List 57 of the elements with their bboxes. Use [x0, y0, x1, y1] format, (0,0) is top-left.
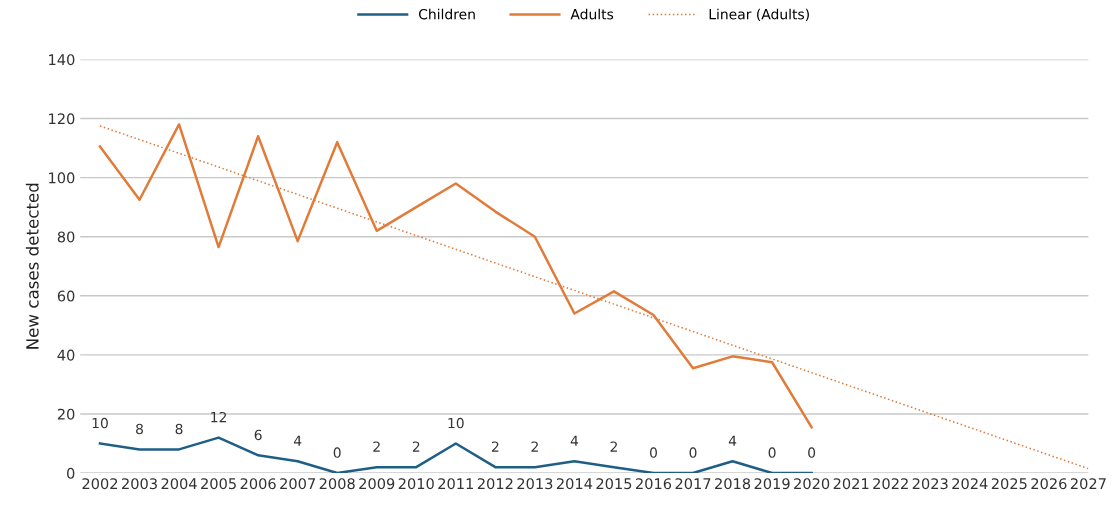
x-tick-label: 2022 — [873, 478, 908, 490]
x-tick-label: 2003 — [122, 478, 157, 490]
x-tick-label: 2006 — [240, 478, 276, 490]
x-tick-label: 2021 — [833, 478, 869, 490]
data-label: 8 — [175, 423, 183, 435]
data-label: 4 — [728, 435, 737, 446]
legend-label: Linear (Adults) — [709, 8, 809, 22]
y-tick-label: 80 — [57, 231, 75, 243]
x-tick-label: 2011 — [438, 478, 474, 490]
x-tick-label: 2013 — [517, 478, 553, 490]
y-tick-label: 0 — [67, 467, 75, 479]
legend-label: Adults — [570, 8, 614, 20]
y-tick-label: 140 — [49, 54, 75, 66]
x-tick-label: 2023 — [912, 478, 948, 490]
data-label: 6 — [254, 429, 262, 441]
data-label: 0 — [333, 447, 341, 458]
y-tick-label: 120 — [49, 113, 75, 125]
data-label: 0 — [689, 447, 697, 458]
data-label: 0 — [808, 447, 816, 458]
x-tick-label: 2007 — [280, 478, 315, 490]
x-tick-label: 2017 — [675, 478, 711, 490]
data-label: 2 — [531, 441, 538, 452]
data-label: 10 — [92, 417, 108, 429]
x-tick-label: 2009 — [359, 478, 395, 490]
x-tick-label: 2026 — [1031, 478, 1067, 490]
x-tick-label: 2002 — [82, 478, 118, 490]
data-label: 0 — [768, 447, 776, 458]
x-tick-label: 2010 — [398, 478, 434, 490]
data-label: 2 — [491, 441, 499, 452]
x-tick-label: 2016 — [635, 478, 672, 490]
y-tick-label: 60 — [57, 290, 75, 302]
x-tick-label: 2004 — [161, 478, 197, 490]
legend-label: Children — [418, 8, 475, 20]
data-label: 2 — [373, 441, 380, 452]
x-tick-label: 2008 — [319, 478, 355, 490]
x-tick-label: 2005 — [201, 478, 236, 490]
x-tick-label: 2018 — [715, 478, 751, 490]
data-label: 4 — [570, 435, 579, 446]
y-axis-title: New cases detected — [25, 183, 39, 349]
data-label: 2 — [610, 441, 617, 452]
x-tick-label: 2027 — [1070, 478, 1106, 490]
x-tick-label: 2014 — [556, 478, 593, 490]
data-label: 10 — [448, 417, 464, 429]
data-label: 12 — [211, 411, 227, 423]
x-tick-label: 2020 — [794, 478, 830, 490]
y-tick-label: 20 — [57, 408, 75, 420]
x-tick-label: 2015 — [596, 478, 632, 490]
x-tick-label: 2025 — [991, 478, 1027, 490]
y-tick-label: 40 — [57, 349, 75, 361]
data-label: 0 — [649, 447, 657, 458]
data-label: 8 — [136, 423, 143, 435]
x-tick-label: 2019 — [754, 478, 790, 490]
x-tick-label: 2012 — [477, 478, 513, 490]
data-label: 4 — [293, 435, 302, 446]
y-tick-label: 100 — [49, 172, 75, 184]
data-label: 2 — [412, 441, 420, 452]
x-tick-label: 2024 — [952, 478, 988, 490]
